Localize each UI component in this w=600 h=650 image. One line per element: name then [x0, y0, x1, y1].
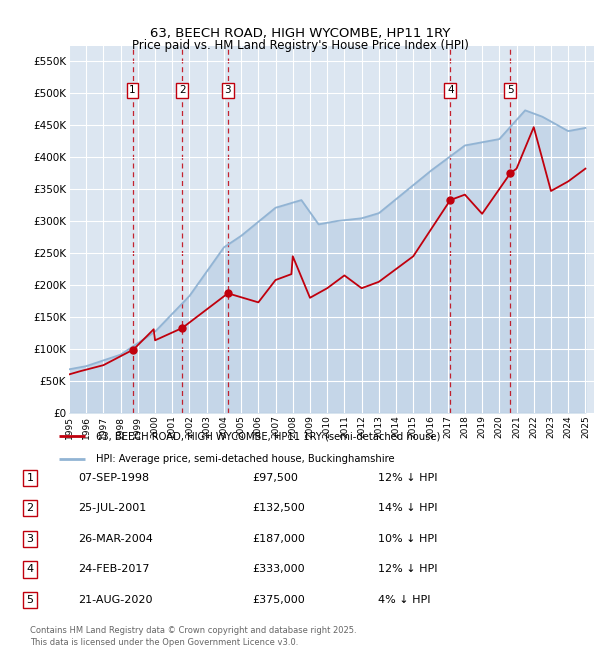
Text: Contains HM Land Registry data © Crown copyright and database right 2025.
This d: Contains HM Land Registry data © Crown c… — [30, 626, 356, 647]
Text: 4: 4 — [447, 85, 454, 95]
Text: 07-SEP-1998: 07-SEP-1998 — [78, 473, 149, 483]
Text: 25-JUL-2001: 25-JUL-2001 — [78, 503, 146, 514]
Text: 4: 4 — [26, 564, 34, 575]
Text: 12% ↓ HPI: 12% ↓ HPI — [378, 473, 437, 483]
Text: £187,000: £187,000 — [252, 534, 305, 544]
Text: Price paid vs. HM Land Registry's House Price Index (HPI): Price paid vs. HM Land Registry's House … — [131, 39, 469, 52]
Text: £333,000: £333,000 — [252, 564, 305, 575]
Text: 1: 1 — [129, 85, 136, 95]
Text: 1: 1 — [26, 473, 34, 483]
Text: 3: 3 — [224, 85, 231, 95]
Text: 63, BEECH ROAD, HIGH WYCOMBE, HP11 1RY: 63, BEECH ROAD, HIGH WYCOMBE, HP11 1RY — [150, 27, 450, 40]
Text: 26-MAR-2004: 26-MAR-2004 — [78, 534, 153, 544]
Text: 5: 5 — [507, 85, 514, 95]
Text: 21-AUG-2020: 21-AUG-2020 — [78, 595, 152, 605]
Text: 2: 2 — [179, 85, 185, 95]
Text: £375,000: £375,000 — [252, 595, 305, 605]
Text: 4% ↓ HPI: 4% ↓ HPI — [378, 595, 431, 605]
Text: 10% ↓ HPI: 10% ↓ HPI — [378, 534, 437, 544]
Text: 14% ↓ HPI: 14% ↓ HPI — [378, 503, 437, 514]
Text: £132,500: £132,500 — [252, 503, 305, 514]
Text: 2: 2 — [26, 503, 34, 514]
Text: HPI: Average price, semi-detached house, Buckinghamshire: HPI: Average price, semi-detached house,… — [96, 454, 395, 464]
Text: 63, BEECH ROAD, HIGH WYCOMBE, HP11 1RY (semi-detached house): 63, BEECH ROAD, HIGH WYCOMBE, HP11 1RY (… — [96, 431, 440, 441]
Text: 12% ↓ HPI: 12% ↓ HPI — [378, 564, 437, 575]
Text: 24-FEB-2017: 24-FEB-2017 — [78, 564, 149, 575]
Text: 5: 5 — [26, 595, 34, 605]
Text: £97,500: £97,500 — [252, 473, 298, 483]
Text: 3: 3 — [26, 534, 34, 544]
